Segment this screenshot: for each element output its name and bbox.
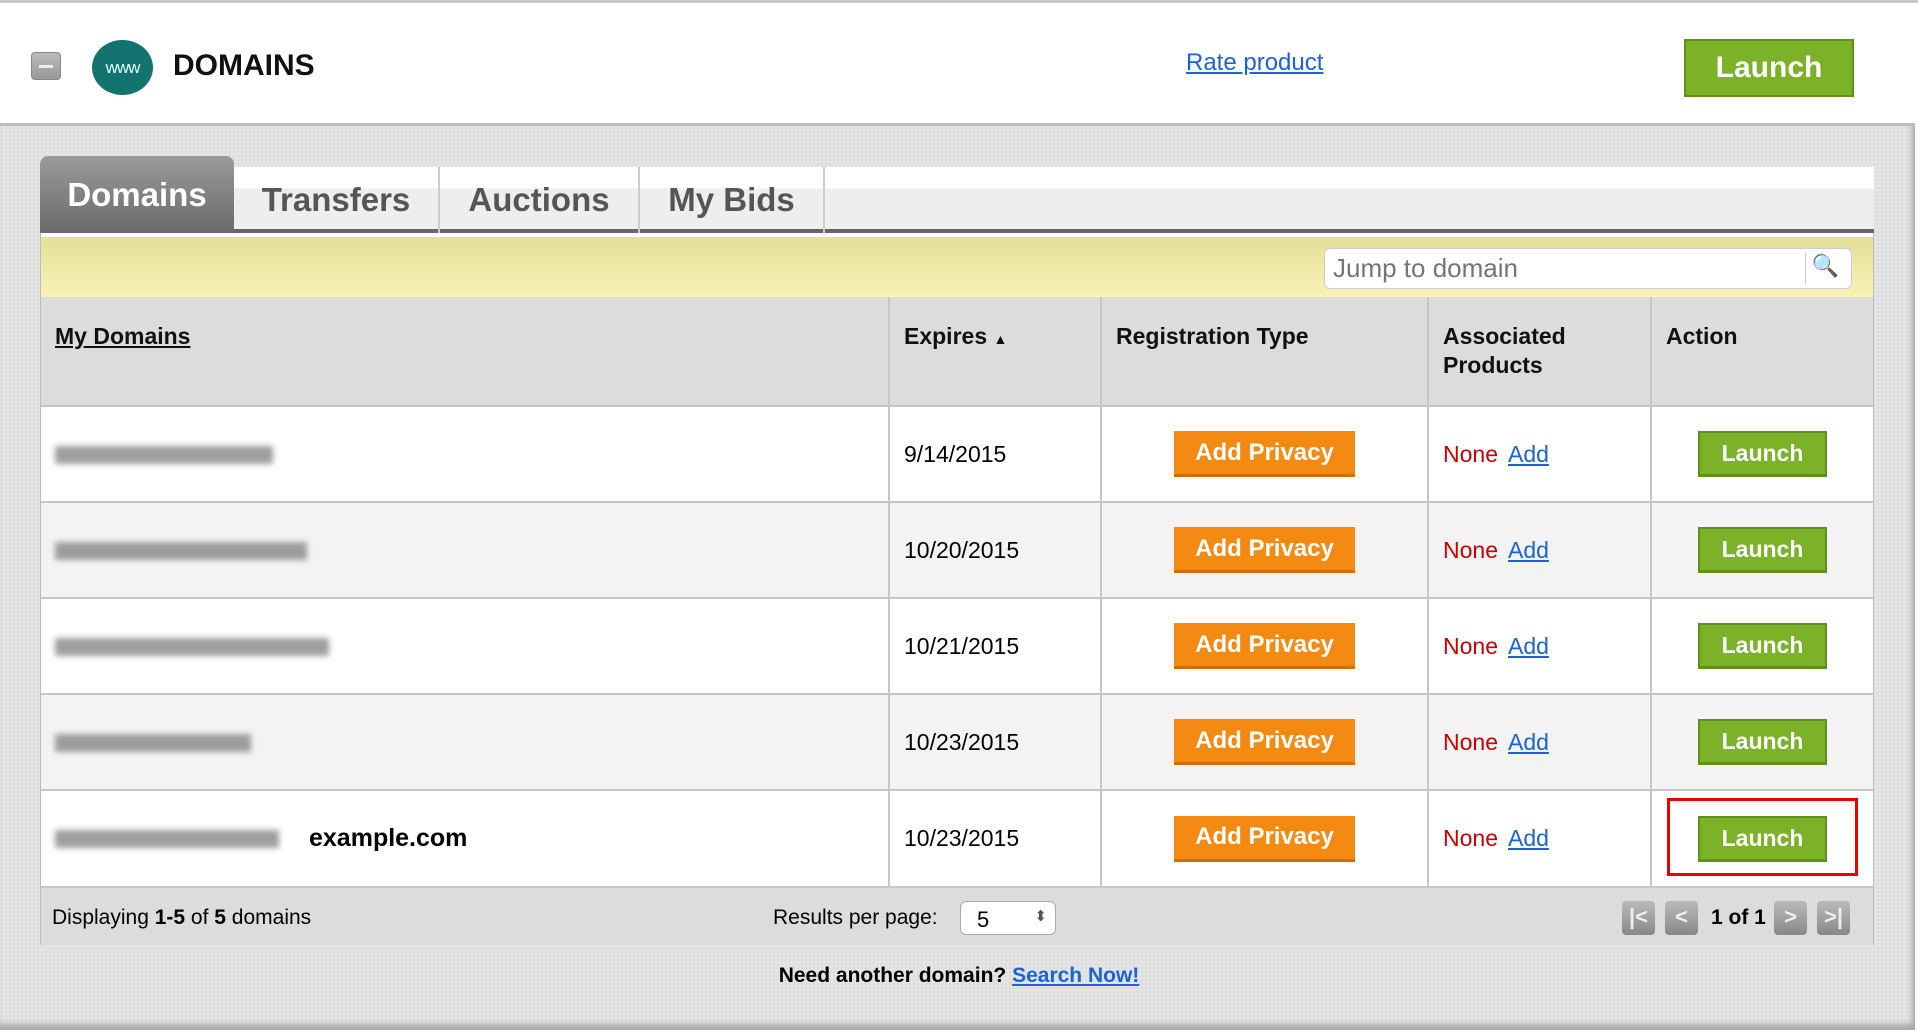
search-prompt-text: Need another domain? [778, 964, 1007, 987]
expires-date: 9/14/2015 [888, 405, 1101, 502]
launch-button-highlighted[interactable]: Launch [1698, 815, 1827, 862]
first-page-button[interactable]: |< [1622, 901, 1655, 935]
products-none: None [1443, 825, 1498, 851]
add-product-link[interactable]: Add [1507, 536, 1549, 563]
blurred-domain[interactable] [55, 638, 329, 657]
tab-my-bids[interactable]: My Bids [640, 167, 825, 233]
launch-button[interactable]: Launch [1698, 431, 1827, 477]
search-bar: 🔍 [41, 237, 1873, 297]
prev-page-button[interactable]: < [1665, 901, 1698, 935]
last-page-button[interactable]: >| [1817, 901, 1850, 935]
products-none: None [1443, 632, 1498, 659]
add-product-link[interactable]: Add [1507, 632, 1549, 659]
tab-bar-background [40, 167, 1874, 233]
expires-date: 10/21/2015 [888, 597, 1101, 694]
products-none: None [1443, 536, 1498, 563]
results-per-page-select[interactable]: 5 [960, 901, 1056, 935]
results-per-page-label: Results per page: [773, 906, 938, 929]
highlight-box [1667, 798, 1858, 876]
jump-to-domain-field[interactable]: 🔍 [1324, 248, 1852, 289]
action-header: Action [1650, 297, 1873, 406]
tab-domains[interactable]: Domains [40, 156, 234, 233]
domains-table: My Domains Expires ▲ Registration Type A… [41, 297, 1873, 886]
products-none: None [1443, 440, 1498, 467]
launch-button[interactable]: Launch [1698, 623, 1827, 669]
example-domain-label: example.com [309, 824, 468, 853]
expires-date: 10/20/2015 [888, 501, 1101, 598]
table-row: 10/21/2015 Add Privacy None Add Launch [41, 597, 1873, 694]
sort-my-domains[interactable]: My Domains [55, 323, 191, 349]
next-page-button[interactable]: > [1774, 901, 1807, 935]
add-privacy-button[interactable]: Add Privacy [1174, 527, 1355, 573]
sort-expires[interactable]: Expires ▲ [888, 297, 1101, 406]
add-privacy-button[interactable]: Add Privacy [1174, 623, 1355, 669]
expires-date: 10/23/2015 [888, 789, 1101, 886]
blurred-domain[interactable] [55, 829, 279, 848]
blurred-domain[interactable] [55, 446, 273, 465]
add-privacy-button[interactable]: Add Privacy [1174, 719, 1355, 765]
app-header: www DOMAINS Rate product Launch [0, 0, 1918, 123]
add-privacy-button[interactable]: Add Privacy [1174, 815, 1355, 862]
table-row: example.com 10/23/2015 Add Privacy None A… [41, 789, 1873, 886]
add-product-link[interactable]: Add [1507, 440, 1549, 467]
displaying-count: Displaying 1-5 of 5 domains [52, 906, 312, 929]
table-row: 9/14/2015 Add Privacy None Add Launch [41, 405, 1873, 502]
table-row: 10/20/2015 Add Privacy None Add Launch [41, 501, 1873, 598]
registration-type-header: Registration Type [1100, 297, 1428, 406]
expires-header[interactable]: Expires [904, 323, 988, 349]
jump-to-domain-input[interactable] [1333, 253, 1793, 284]
table-row: 10/23/2015 Add Privacy None Add Launch [41, 693, 1873, 790]
page-indicator: 1 of 1 [1711, 906, 1766, 929]
search-prompt: Need another domain? Search Now! [0, 964, 1918, 988]
www-logo-icon: www [92, 40, 153, 95]
launch-button[interactable]: Launch [1698, 719, 1827, 765]
search-now-link[interactable]: Search Now! [1012, 964, 1140, 987]
rate-product-link[interactable]: Rate product [1186, 49, 1324, 76]
tab-transfers[interactable]: Transfers [234, 167, 440, 233]
page-title: DOMAINS [173, 49, 315, 82]
products-none: None [1443, 728, 1498, 755]
tab-auctions[interactable]: Auctions [440, 167, 640, 233]
blurred-domain[interactable] [55, 542, 307, 561]
add-privacy-button[interactable]: Add Privacy [1174, 431, 1355, 477]
sort-asc-icon: ▲ [993, 331, 1008, 347]
add-product-link[interactable]: Add [1507, 728, 1549, 755]
search-icon[interactable]: 🔍 [1805, 253, 1845, 284]
add-product-link[interactable]: Add [1507, 825, 1549, 851]
header-launch-button[interactable]: Launch [1684, 39, 1854, 97]
expires-date: 10/23/2015 [888, 693, 1101, 790]
blurred-domain[interactable] [55, 734, 251, 753]
table-footer: Displaying 1-5 of 5 domains Results per … [41, 886, 1873, 945]
tab-bar: Domains Transfers Auctions My Bids [40, 156, 1874, 237]
table-header: My Domains Expires ▲ Registration Type A… [41, 297, 1873, 406]
associated-products-header: Associated Products [1427, 297, 1651, 406]
launch-button[interactable]: Launch [1698, 527, 1827, 573]
collapse-button[interactable] [31, 52, 61, 80]
